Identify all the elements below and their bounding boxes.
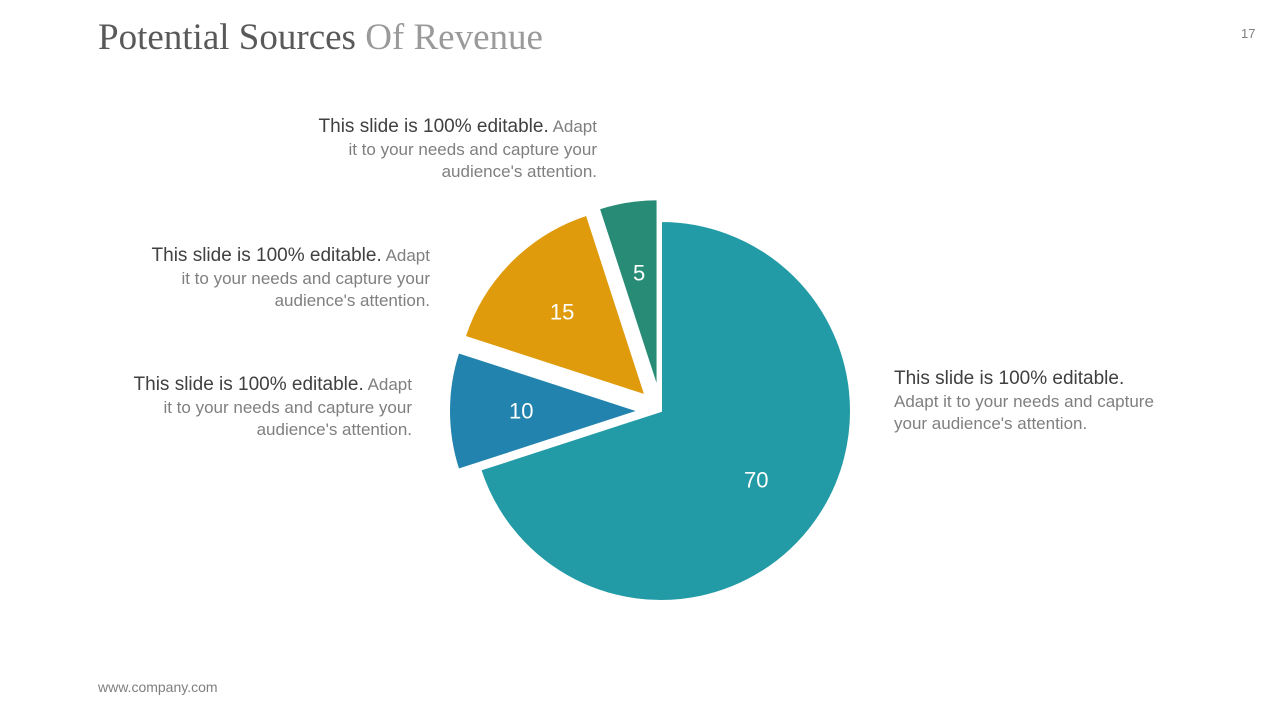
callout-text: audience's attention.: [441, 162, 597, 181]
callout-lead: This slide is 100% editable.: [894, 368, 1125, 389]
callout-lead: This slide is 100% editable.: [151, 245, 382, 266]
callout-lead: This slide is 100% editable.: [318, 116, 549, 137]
pie-slice: [479, 219, 852, 602]
callout-text: Adapt it to your needs and capture: [894, 391, 1154, 411]
pie-slice: [597, 198, 659, 390]
callout-text: your audience's attention.: [894, 414, 1088, 433]
footer-url: www.company.com: [98, 679, 218, 695]
callout-text: it to your needs and capture your: [348, 139, 597, 159]
callout-text: audience's attention.: [274, 291, 430, 310]
pie-slices: [448, 198, 852, 602]
callout-text: audience's attention.: [256, 420, 412, 439]
callout-text: Adapt: [552, 117, 597, 136]
page-number: 17: [1241, 26, 1256, 41]
slice-value-label: 70: [744, 468, 768, 493]
title-main: Potential Sources: [98, 17, 356, 58]
callout-text: it to your needs and capture your: [181, 268, 430, 288]
pie-labels: 70 10 15 5: [509, 260, 769, 492]
callout-text: Adapt: [367, 375, 412, 394]
slide-title: Potential Sources Of Revenue: [98, 14, 543, 62]
pie-slice: [463, 213, 648, 398]
title-accent: Of Revenue: [365, 17, 543, 58]
callout-middle: This slide is 100% editable. Adapt it to…: [72, 245, 430, 313]
callout-right: This slide is 100% editable. Adapt it to…: [894, 368, 1214, 436]
slice-value-label: 10: [509, 399, 533, 424]
callout-text: Adapt: [385, 246, 430, 265]
callout-top: This slide is 100% editable. Adapt it to…: [240, 116, 597, 184]
slice-value-label: 15: [550, 300, 574, 325]
callout-lower: This slide is 100% editable. Adapt it to…: [55, 374, 412, 442]
pie-slice: [448, 351, 643, 471]
callout-text: it to your needs and capture your: [163, 397, 412, 417]
callout-lead: This slide is 100% editable.: [133, 374, 364, 395]
slice-value-label: 5: [633, 260, 645, 285]
